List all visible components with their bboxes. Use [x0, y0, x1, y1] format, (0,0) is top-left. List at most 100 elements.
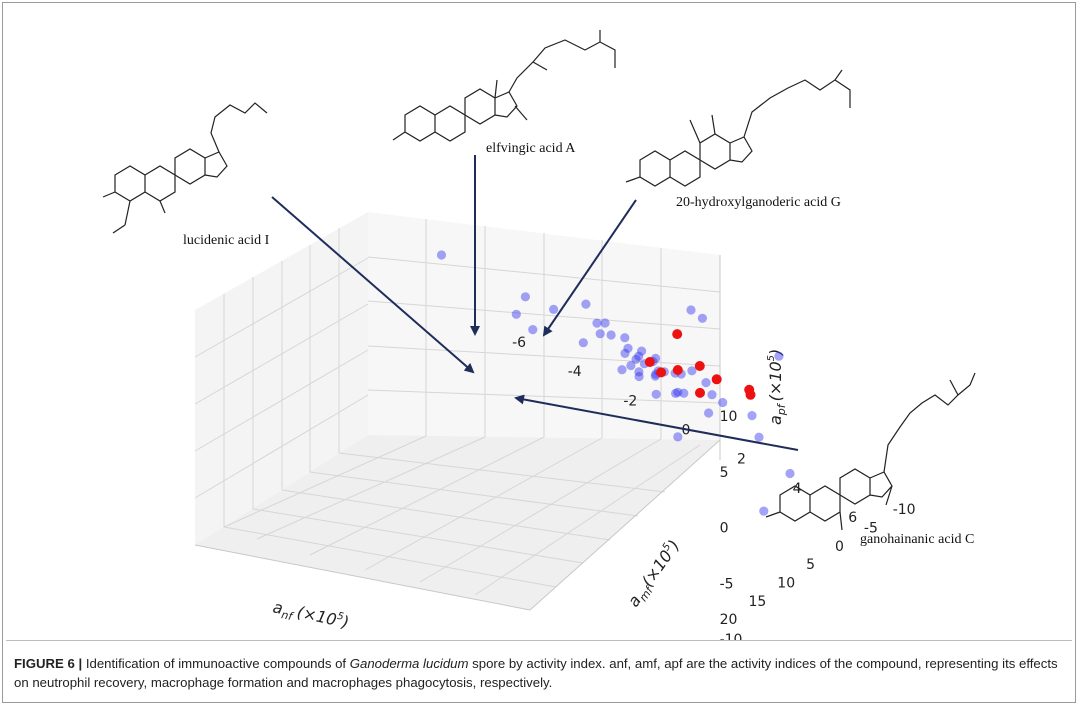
scatter-point-blue: [697, 313, 708, 323]
scatter-point-blue: [511, 309, 521, 319]
z-axis-title: apf(×105): [766, 349, 788, 425]
scatter-point-blue: [759, 506, 769, 516]
label-ganohainanic-acid-c: ganohainanic acid C: [860, 532, 974, 547]
structure-elfvingic-acid-a: [392, 30, 616, 142]
y-tick-label: 15: [749, 594, 767, 610]
scatter-point-blue: [634, 351, 644, 361]
y-tick-label: -5: [864, 521, 878, 537]
x-axis-title-exp: 5: [336, 611, 345, 623]
scatter-point-red: [745, 389, 756, 400]
scatter-points: [436, 250, 795, 516]
scatter-point-blue: [671, 388, 681, 398]
y-tick-label: 0: [835, 539, 844, 555]
caption-text-before: Identification of immunoactive compounds…: [82, 656, 350, 671]
scatter-point-blue: [578, 338, 588, 348]
scatter-point-blue: [754, 432, 764, 442]
arrow-hydroxylganoderic: [542, 199, 637, 337]
scatter-point-blue: [549, 304, 559, 314]
y-axis-ticks: -10 -5 0 5 10 15 20: [720, 502, 916, 628]
scatter-point-blue: [774, 351, 784, 361]
scatter-point-blue: [679, 388, 689, 398]
z-tick-label: -5: [720, 577, 734, 593]
figure-caption: FIGURE 6 | Identification of immunoactiv…: [14, 654, 1064, 692]
x-tick-label: 2: [737, 452, 746, 468]
scatter-point-blue: [686, 305, 696, 315]
scatter-point-blue: [785, 468, 795, 479]
scatter-point-blue: [600, 318, 610, 328]
y-tick-label: 10: [777, 576, 795, 592]
scatter-point-blue: [617, 365, 627, 375]
z-axis-ticks: 10 5 0 -5 -10: [720, 409, 743, 640]
structure-lucidenic-acid-i: [102, 102, 268, 234]
scatter-point-red: [695, 387, 705, 398]
scatter-point-red: [672, 365, 683, 375]
caption-label: FIGURE 6 |: [14, 656, 83, 671]
scatter-point-blue: [673, 387, 683, 397]
scatter-point-blue: [606, 330, 616, 340]
z-tick-label: 5: [720, 465, 729, 481]
scatter-point-blue: [436, 250, 447, 260]
x-axis-title-main: a: [271, 597, 285, 618]
arrow-ganohainanic: [514, 394, 799, 451]
scatter-point-red: [672, 329, 683, 340]
scatter-point-blue: [634, 367, 644, 377]
z-tick-label: 10: [720, 409, 738, 425]
x-tick-label: 4: [793, 481, 802, 497]
scatter-point-blue: [651, 389, 661, 399]
caption-species: Ganoderma lucidum: [349, 656, 469, 671]
scatter-point-red: [711, 374, 722, 385]
scatter-point-blue: [595, 329, 605, 339]
z-tick-label: -10: [720, 632, 743, 640]
label-20-hydroxylganoderic-acid-g: 20-hydroxylganoderic acid G: [676, 195, 841, 210]
scatter-point-blue: [520, 292, 531, 302]
scatter-point-red: [644, 357, 655, 367]
z-axis-title-main: a: [766, 415, 785, 425]
x-tick-label: -6: [512, 335, 526, 351]
x-axis-title-unit: (×10: [295, 602, 338, 629]
caption-text-after: spore by activity index. anf, amf, apf a…: [14, 656, 1058, 690]
scatter-point-blue: [581, 299, 591, 309]
scatter-point-blue: [718, 397, 728, 408]
scatter-point-blue: [631, 354, 641, 364]
scatter-point-blue: [623, 343, 633, 353]
plot-grid: [194, 219, 721, 611]
x-axis-title: anf (×105): [271, 597, 351, 635]
scatter-point-blue: [592, 318, 602, 328]
label-elfvingic-acid-a: elfvingic acid A: [486, 141, 576, 156]
y-tick-label: 20: [720, 612, 738, 628]
arrow-lucidenic: [271, 196, 475, 374]
scatter-point-blue: [673, 432, 683, 442]
x-tick-label: 6: [848, 510, 857, 526]
scatter-point-blue: [634, 371, 644, 382]
scatter-point-blue: [626, 360, 636, 371]
y-axis-title-unit: (×10: [638, 547, 677, 591]
x-tick-label: 0: [681, 423, 690, 439]
scatter-point-blue: [620, 333, 630, 343]
scatter-point-blue: [747, 411, 757, 421]
scatter-point-blue: [707, 390, 717, 400]
scatter-point-blue: [637, 346, 647, 356]
structure-20-hydroxylganoderic-acid-g: [625, 69, 851, 187]
y-tick-label: -10: [893, 502, 916, 518]
y-axis-title-exp: 5: [661, 541, 674, 553]
z-axis-title-unit: (×10: [766, 361, 785, 401]
scatter-point-blue: [701, 378, 711, 388]
z-axis-title-exp: 5: [766, 355, 777, 361]
y-tick-label: 5: [806, 557, 815, 573]
x-tick-label: -4: [568, 364, 582, 380]
caption-divider: [6, 640, 1072, 641]
z-axis-title-sub: pf: [775, 402, 788, 416]
label-lucidenic-acid-i: lucidenic acid I: [183, 233, 270, 248]
structure-ganohainanic-acid-c: [765, 372, 976, 531]
x-axis-ticks: -6 -4 -2 0 2 4 6: [512, 335, 857, 526]
scatter-point-blue: [620, 348, 630, 358]
scatter-point-blue: [704, 408, 714, 418]
x-tick-label: -2: [623, 393, 637, 409]
z-tick-label: 0: [720, 521, 729, 537]
x-axis-title-sub: nf: [280, 608, 295, 623]
y-axis-title: amf(×105): [624, 536, 686, 612]
plot-panes: [195, 212, 720, 610]
scatter-point-blue: [687, 366, 697, 376]
